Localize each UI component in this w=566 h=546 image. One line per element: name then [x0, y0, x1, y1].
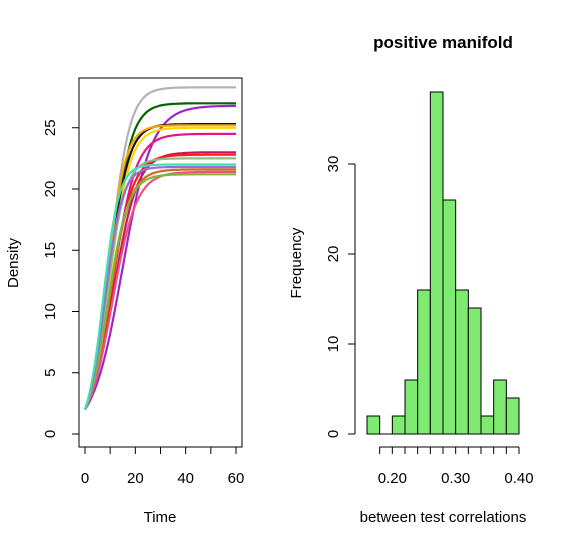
y-axis-label: Frequency [288, 227, 305, 298]
y-axis: 0 10 20 30 [325, 156, 355, 439]
y-tick-label: 10 [42, 303, 59, 320]
x-tick-label: 0.20 [378, 470, 407, 487]
x-tick-label: 0.30 [441, 470, 470, 487]
x-axis: 0 20 40 60 [81, 447, 245, 487]
x-axis: 0.20 0.30 0.40 [378, 447, 534, 487]
x-tick-label: 0 [81, 470, 89, 487]
x-tick-label: 60 [228, 470, 245, 487]
y-axis-label: Density [5, 237, 22, 288]
histogram-bar-6 [443, 200, 456, 434]
y-tick-label: 20 [42, 181, 59, 198]
y-tick-label: 25 [42, 119, 59, 136]
chart-title: positive manifold [373, 33, 513, 52]
histogram-bar-4 [418, 290, 431, 434]
histogram-bar-10 [494, 380, 507, 434]
y-tick-label: 5 [42, 369, 59, 377]
histogram-bar-3 [405, 380, 418, 434]
histogram-bar-7 [456, 290, 469, 434]
histogram-bar-11 [506, 398, 519, 434]
y-tick-label: 0 [42, 430, 59, 438]
series-line-0 [85, 87, 236, 409]
x-axis-label: Time [144, 509, 177, 526]
x-axis-label: between test correlations [360, 509, 527, 526]
x-tick-label: 0.40 [504, 470, 533, 487]
bar-group [367, 92, 519, 434]
y-axis: 0 5 10 15 20 25 [42, 119, 79, 438]
histogram-bar-9 [481, 416, 494, 434]
y-tick-label: 20 [325, 246, 342, 263]
growth-curves-chart: 0 20 40 60 0 5 10 15 20 25 Time Density [5, 78, 244, 526]
x-tick-label: 20 [127, 470, 144, 487]
histogram-bar-5 [430, 92, 443, 434]
histogram-bar-0 [367, 416, 380, 434]
x-tick-label: 40 [177, 470, 194, 487]
y-tick-label: 30 [325, 156, 342, 173]
y-tick-label: 0 [325, 430, 342, 438]
histogram-bar-8 [468, 308, 481, 434]
curve-group [85, 87, 236, 409]
histogram-chart: positive manifold 0.20 0.30 0.40 0 10 20 30 b… [288, 33, 534, 526]
y-tick-label: 10 [325, 336, 342, 353]
histogram-bar-2 [392, 416, 405, 434]
y-tick-label: 15 [42, 242, 59, 259]
